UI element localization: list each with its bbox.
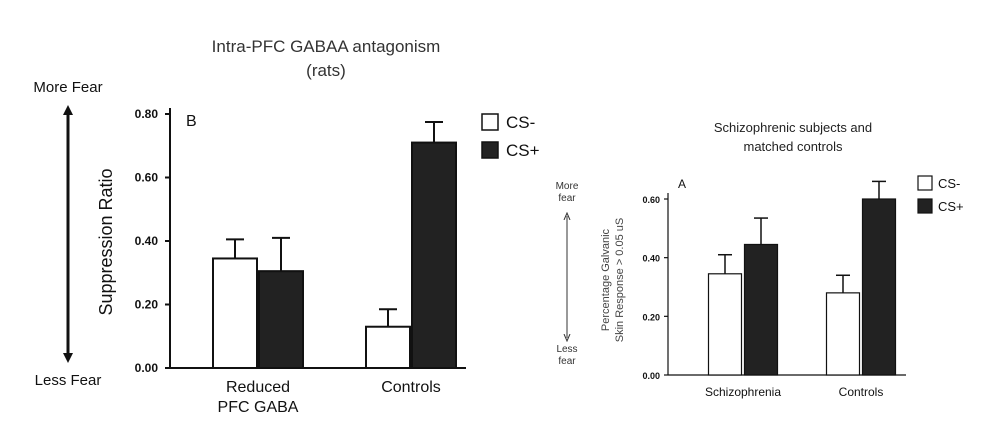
y-axis-title-line2: Skin Response > 0.05 uS [614,218,626,342]
bar [258,270,304,370]
legend-label-cs-minus: CS- [938,176,960,191]
chart-subtitle: matched controls [744,139,843,154]
chart-title: Intra-PFC GABAA antagonism [212,37,441,56]
y-tick-label: 0.80 [135,107,159,121]
x-category-label: PFC GABA [218,399,299,416]
legend-swatch-cs-plus [481,141,499,159]
legend-swatch-cs-plus [917,198,933,214]
bar [411,141,457,369]
y-axis-title: Suppression Ratio [96,168,116,315]
y-tick-label: 0.20 [135,298,159,312]
y-axis-title-line1: Percentage Galvanic [600,228,612,331]
x-category-label: Schizophrenia [705,385,781,399]
y-tick-label: 0.00 [135,361,159,375]
bars [212,120,457,370]
chart-subtitle: (rats) [306,61,346,80]
y-tick-label: 0.60 [135,171,159,185]
bars [707,180,897,376]
x-category-label: Reduced [226,379,290,396]
bar [212,257,258,369]
panel-label: B [186,113,197,130]
more-fear-label-line2: fear [558,193,576,204]
bar [825,292,861,376]
less-fear-label: Less Fear [35,372,102,389]
y-tick-label: 0.40 [642,254,660,264]
less-fear-label-line2: fear [558,356,576,367]
more-fear-label-line1: More [556,181,579,192]
x-category-label: Controls [839,385,884,399]
x-category-label: Controls [381,379,441,396]
axes: 0.00 0.20 0.40 0.60 Schizophrenia Controls [642,193,906,399]
chart-panel-b: Intra-PFC GABAA antagonism (rats) More F… [33,37,539,416]
legend-swatch-cs-minus [481,113,499,131]
bar [707,273,743,376]
legend-label-cs-plus: CS+ [506,141,540,160]
bar [743,243,779,376]
legend-label-cs-plus: CS+ [938,199,964,214]
panel-label: A [678,177,686,191]
y-tick-label: 0.60 [642,195,660,205]
chart-title: Schizophrenic subjects and [714,120,872,135]
chart-panel-a: Schizophrenic subjects and matched contr… [556,120,964,399]
legend-swatch-cs-minus [917,175,933,191]
y-tick-label: 0.00 [642,371,660,381]
y-tick-label: 0.20 [642,312,660,322]
bar [861,198,897,376]
y-tick-label: 0.40 [135,234,159,248]
more-fear-label: More Fear [33,79,102,96]
bar [365,325,411,370]
less-fear-label-line1: Less [556,344,577,355]
legend-label-cs-minus: CS- [506,113,535,132]
